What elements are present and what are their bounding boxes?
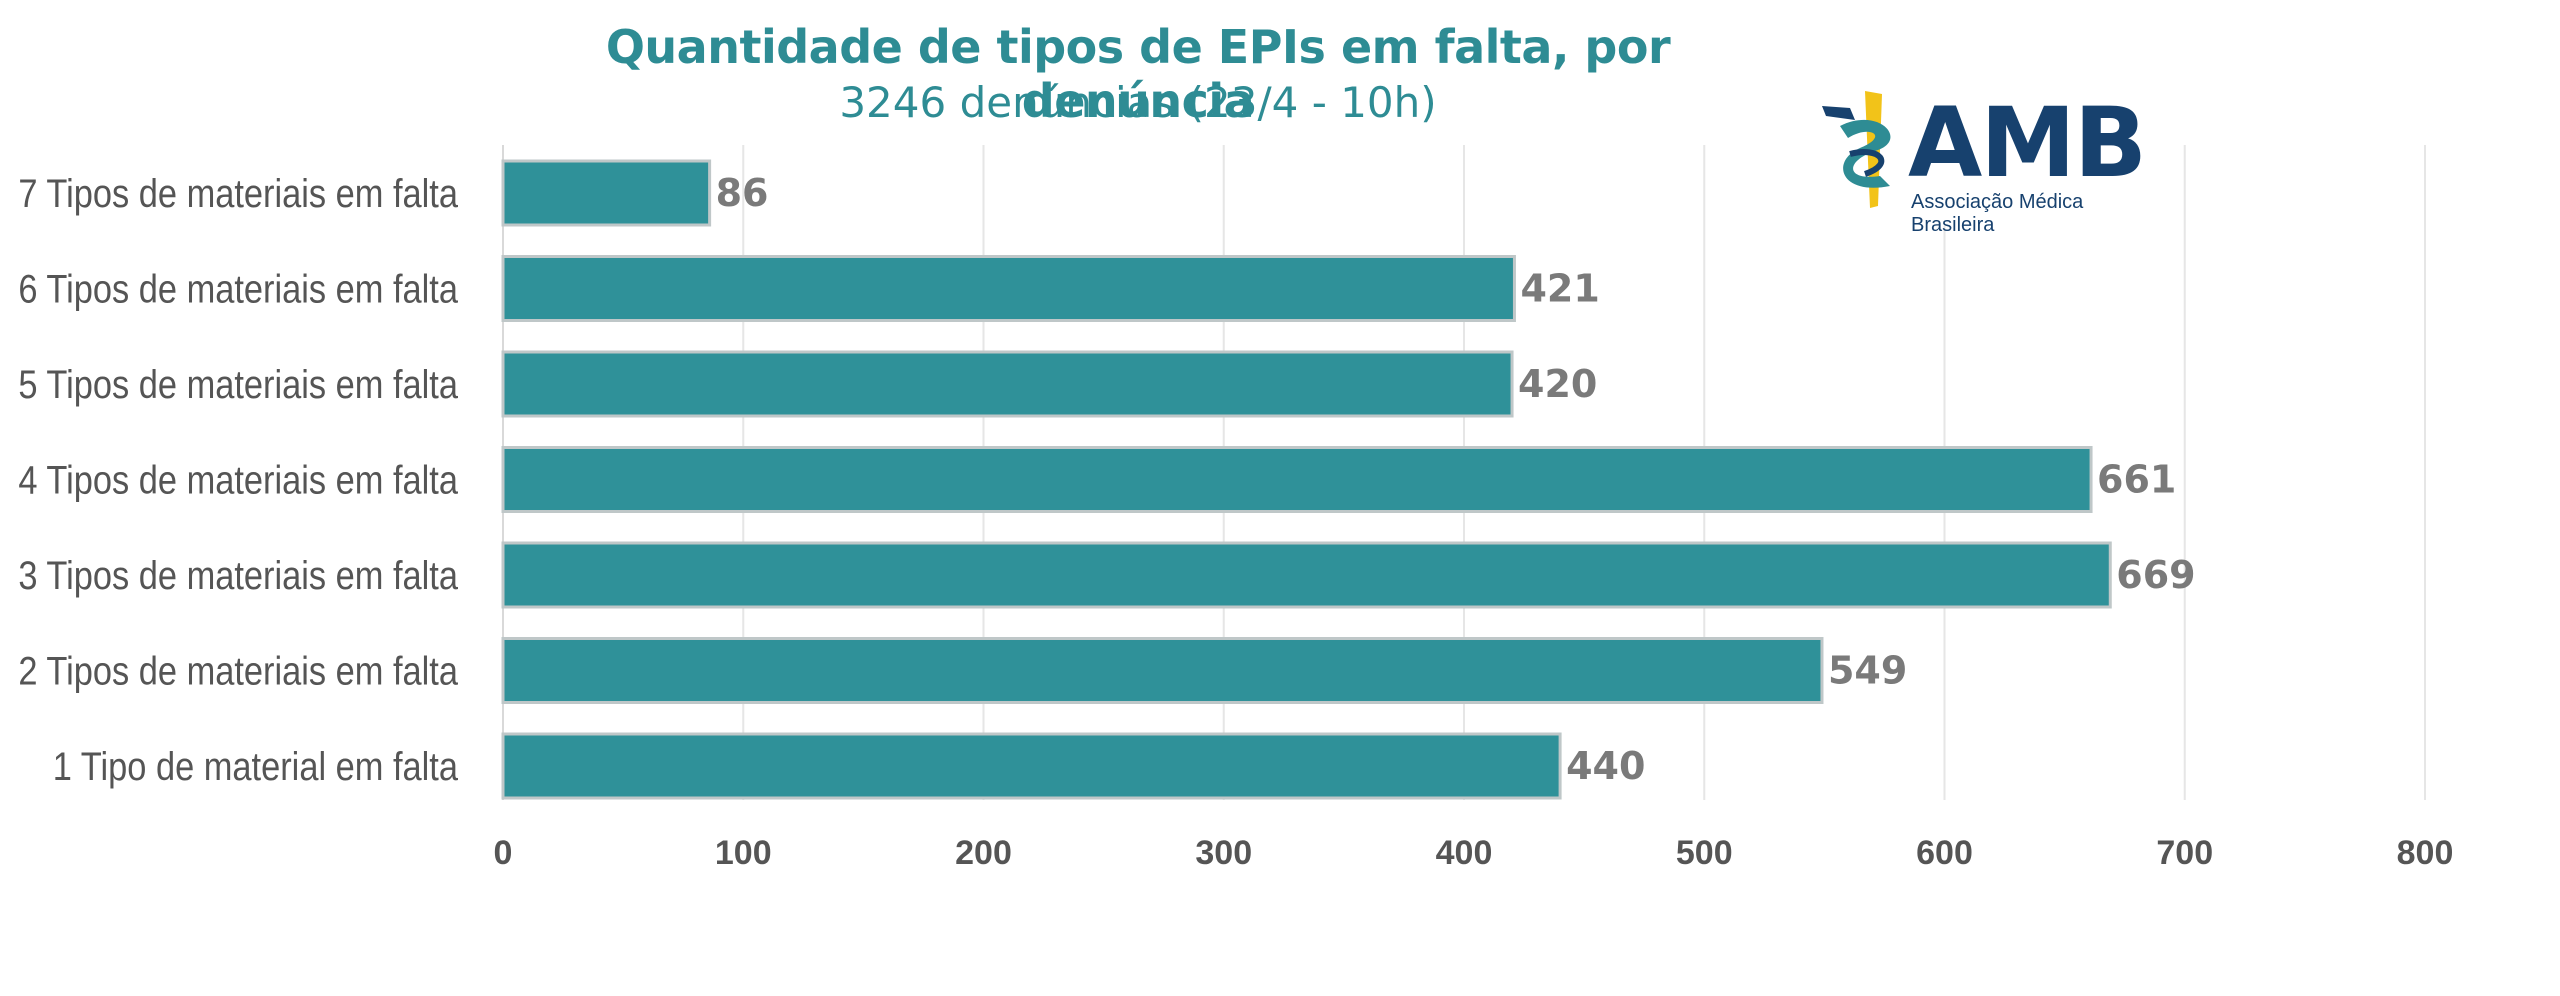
bar (501, 732, 1562, 800)
x-tick-label: 0 (494, 834, 513, 872)
data-label: 440 (1566, 744, 1645, 788)
category-label: 5 Tipos de materiais em falta (18, 362, 458, 407)
category-label: 4 Tipos de materiais em falta (18, 457, 458, 502)
x-tick-label: 600 (1916, 834, 1973, 872)
bar (501, 541, 2112, 609)
bar (501, 159, 712, 227)
data-label: 421 (1520, 267, 1599, 311)
x-tick-label: 300 (1195, 834, 1252, 872)
data-label: 86 (716, 171, 769, 215)
data-label: 669 (2116, 553, 2195, 597)
logo-wordmark: AMB (1908, 87, 2147, 199)
x-tick-label: 800 (2397, 834, 2454, 872)
category-label: 3 Tipos de materiais em falta (18, 553, 458, 598)
caduceus-flag-icon (1822, 91, 1891, 208)
chart-title: Quantidade de tipos de EPIs em falta, po… (605, 20, 1671, 128)
amb-logo: AMB Associação Médica Brasileira (1820, 86, 2160, 236)
category-label: 2 Tipos de materiais em falta (18, 648, 458, 693)
x-tick-label: 200 (955, 834, 1012, 872)
bar (501, 255, 1516, 322)
category-label: 7 Tipos de materiais em falta (18, 171, 458, 216)
chart-subtitle: 3246 denúncias (23/4 - 10h) (839, 78, 1437, 127)
x-tick-label: 500 (1676, 834, 1733, 872)
category-label: 6 Tipos de materiais em falta (18, 266, 458, 311)
data-label: 420 (1518, 362, 1597, 406)
bar (501, 637, 1824, 704)
bar (501, 350, 1514, 418)
data-label: 549 (1828, 649, 1907, 693)
x-tick-label: 100 (715, 834, 772, 872)
category-label: 1 Tipo de material em falta (53, 744, 459, 789)
data-label: 661 (2097, 458, 2176, 502)
bar (501, 446, 2093, 513)
x-tick-label: 400 (1436, 834, 1493, 872)
logo-subtitle: Associação Médica Brasileira (1911, 191, 2084, 236)
x-tick-label: 700 (2156, 834, 2213, 872)
